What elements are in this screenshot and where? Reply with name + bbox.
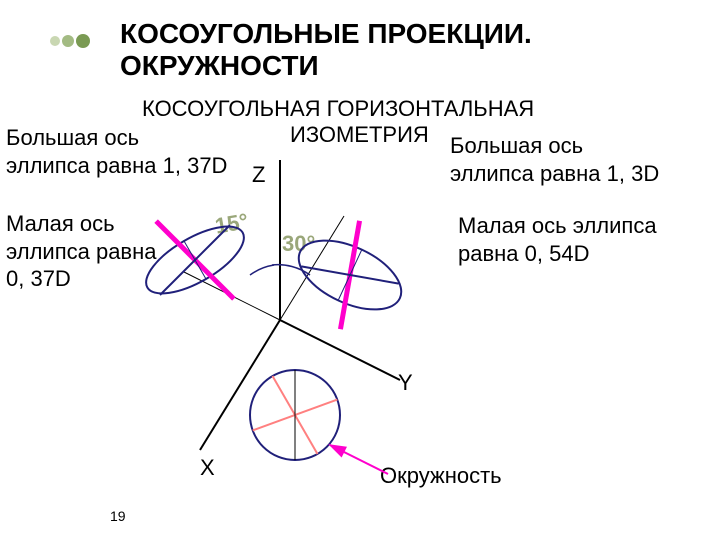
diagram-svg [0,0,720,540]
